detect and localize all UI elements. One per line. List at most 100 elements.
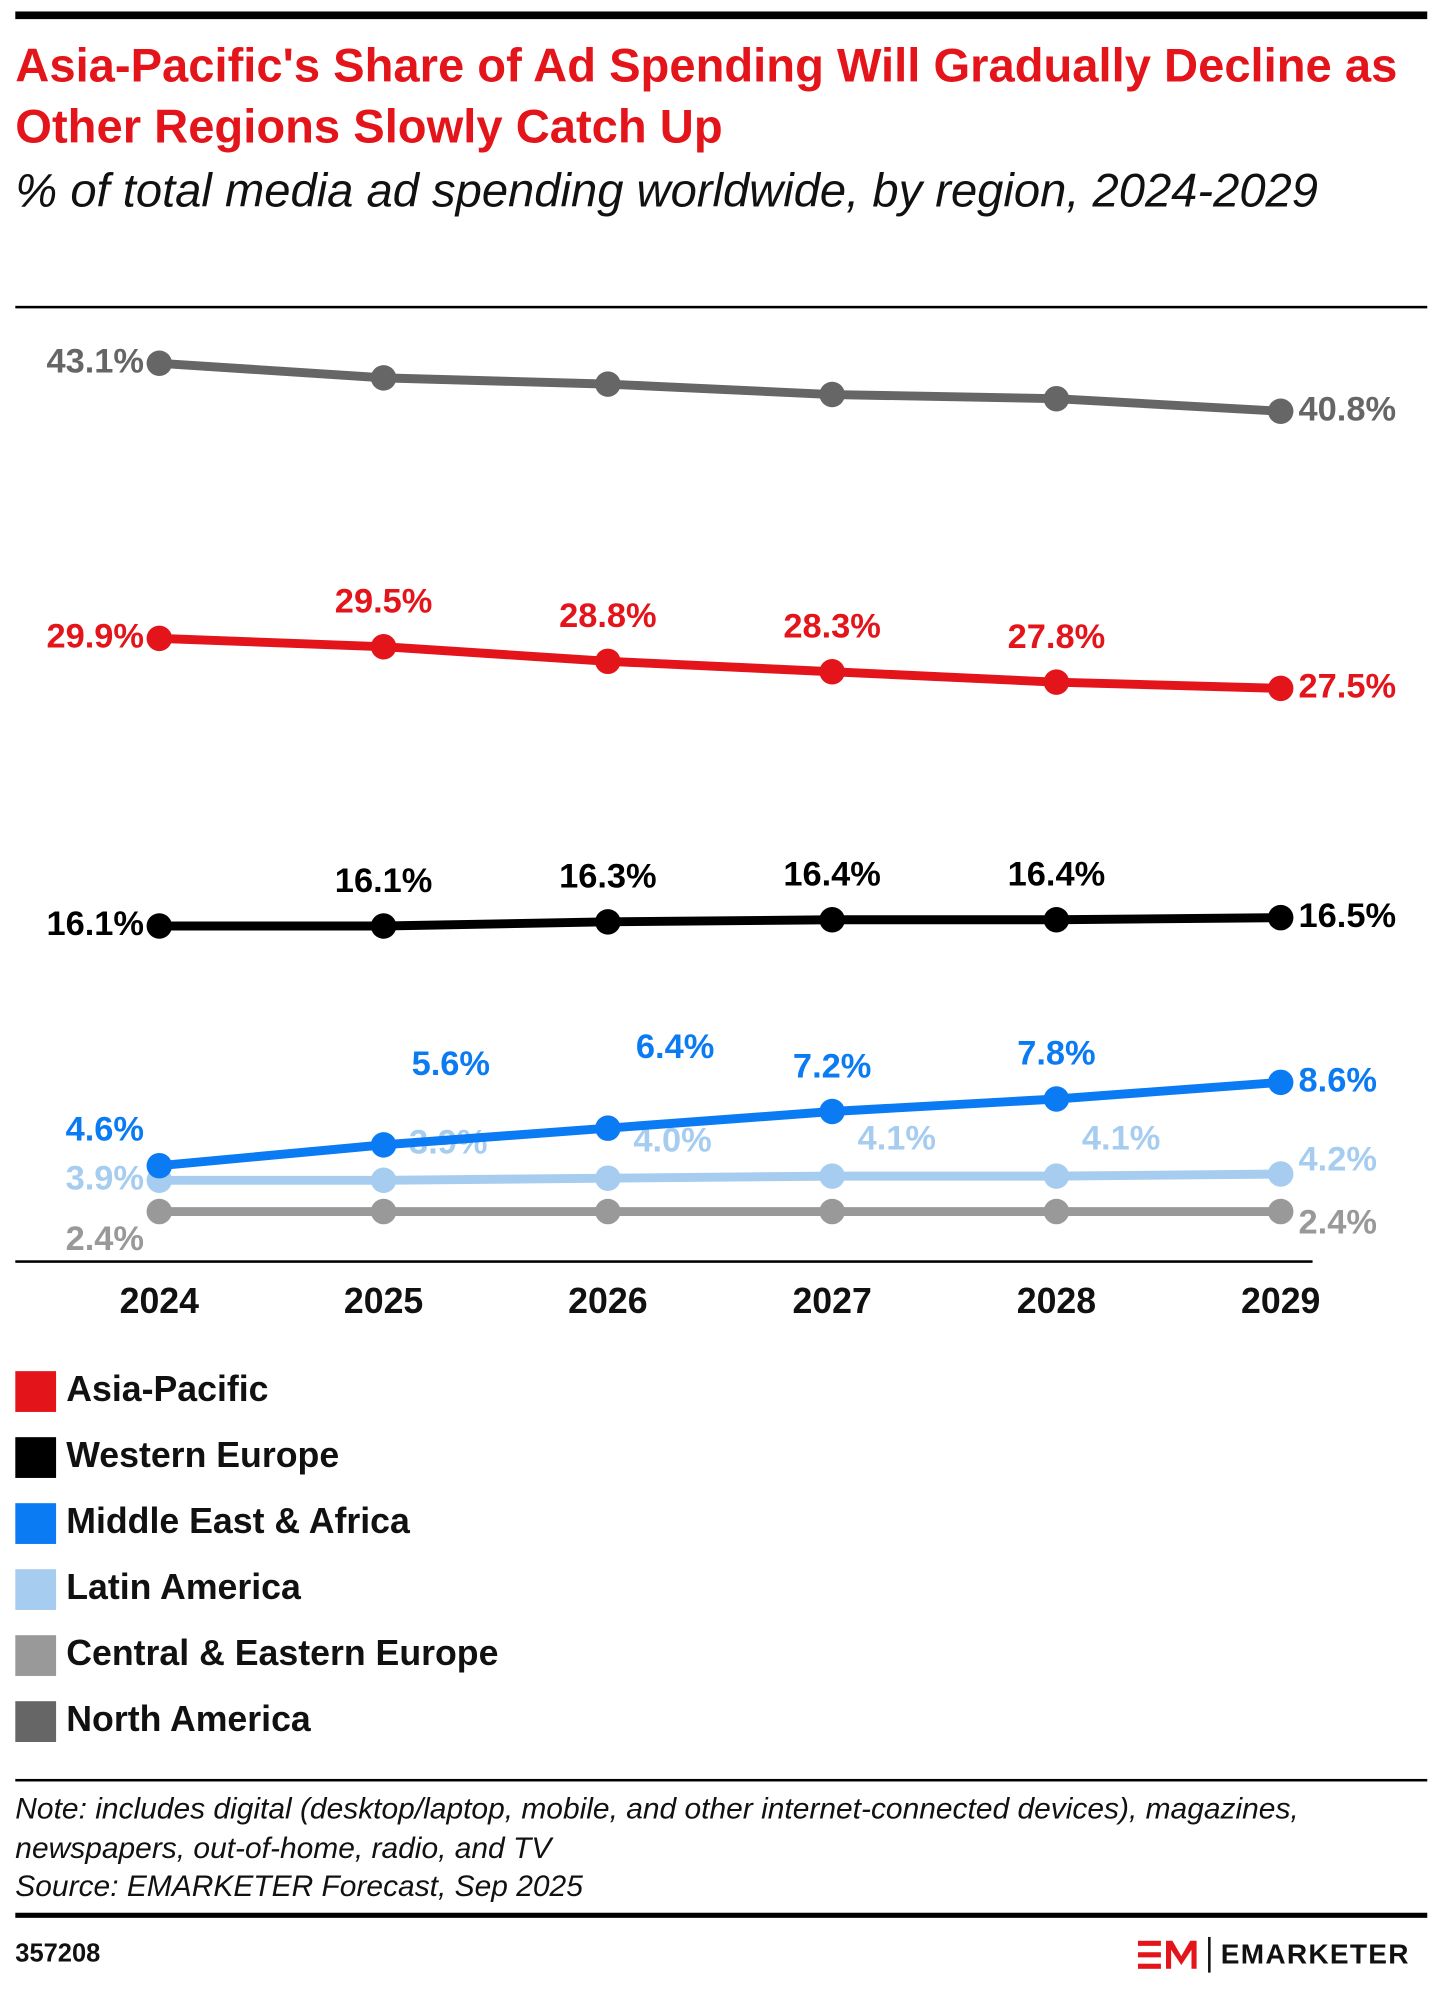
chart-id: 357208 <box>15 1940 100 1968</box>
footer-rule <box>15 1912 1428 1918</box>
x-tick-label: 2027 <box>792 1281 871 1321</box>
data-label: 8.6% <box>1299 1061 1377 1099</box>
x-tick-label: 2026 <box>568 1281 647 1321</box>
data-label: 5.6% <box>412 1045 490 1083</box>
legend-label: North America <box>66 1699 312 1739</box>
data-label: 27.5% <box>1299 668 1397 706</box>
header-rule <box>15 305 1428 309</box>
chart-subtitle: % of total media ad spending worldwide, … <box>15 164 1319 217</box>
data-point <box>146 625 173 652</box>
data-label: 28.8% <box>559 597 657 635</box>
header: Asia-Pacific's Share of Ad Spending Will… <box>15 39 1398 217</box>
data-point <box>1267 1198 1294 1225</box>
data-label: 16.4% <box>1008 856 1106 894</box>
series-line <box>158 1077 1282 1171</box>
logo-divider <box>1208 1936 1211 1973</box>
data-point <box>370 1132 397 1158</box>
brand-logo <box>1137 1936 1211 1973</box>
legend-label: Central & Eastern Europe <box>66 1633 498 1673</box>
notes: Note: includes digital (desktop/laptop, … <box>15 1791 1299 1903</box>
data-point <box>595 909 621 935</box>
top-rule <box>15 11 1428 20</box>
data-point <box>1267 675 1294 702</box>
data-label: 27.8% <box>1008 618 1106 656</box>
legend: Asia-Pacific Western Europe Middle East & … <box>15 1369 498 1742</box>
data-label: 2.4% <box>1299 1203 1377 1241</box>
legend-swatch <box>15 1503 57 1544</box>
logo-shape <box>1137 1952 1161 1958</box>
logo-shape <box>1166 1940 1197 1969</box>
series-line <box>159 633 1281 693</box>
data-point <box>1043 1163 1070 1189</box>
x-tick-label: 2024 <box>120 1281 200 1321</box>
data-point <box>595 648 621 675</box>
logo-shape <box>1137 1963 1161 1969</box>
x-tick-label: 2028 <box>1017 1281 1096 1321</box>
legend-swatch <box>15 1371 57 1412</box>
series-line <box>159 913 1281 931</box>
data-point <box>1043 385 1070 412</box>
legend-swatch <box>15 1437 57 1478</box>
notes-rule <box>15 1778 1428 1782</box>
data-point <box>819 907 845 933</box>
data-point <box>819 381 845 408</box>
data-point <box>1043 1198 1070 1225</box>
data-point <box>146 1198 173 1225</box>
series-line <box>159 358 1281 416</box>
data-label: 16.1% <box>335 862 433 900</box>
data-label: 29.5% <box>335 582 433 620</box>
chart-title: Asia-Pacific's Share of Ad Spending Will… <box>15 39 1398 153</box>
legend-label: Western Europe <box>66 1435 339 1475</box>
data-point <box>1043 1086 1070 1112</box>
data-point <box>1267 1161 1294 1187</box>
legend-label: Latin America <box>66 1567 302 1607</box>
data-point <box>370 365 397 391</box>
data-point <box>1043 907 1070 933</box>
data-label: 43.1% <box>46 342 144 380</box>
data-point <box>370 633 397 660</box>
data-point <box>370 913 397 939</box>
data-label: 16.1% <box>46 905 144 943</box>
data-point <box>819 1163 845 1189</box>
x-tick-label: 2029 <box>1241 1281 1320 1321</box>
data-point <box>595 1165 621 1191</box>
data-label: 16.5% <box>1299 897 1397 935</box>
data-label: 29.9% <box>46 617 144 655</box>
data-label: 28.3% <box>783 608 881 646</box>
data-point <box>595 1115 621 1141</box>
data-label: 6.4% <box>636 1028 714 1066</box>
data-point <box>146 350 173 377</box>
data-point <box>1043 669 1070 695</box>
series-line <box>159 1169 1281 1185</box>
legend-label: Asia-Pacific <box>66 1369 268 1409</box>
legend-swatch <box>15 1701 57 1742</box>
legend-swatch <box>15 1635 57 1676</box>
data-point <box>819 1098 845 1125</box>
data-point <box>595 371 621 397</box>
data-point <box>1267 398 1294 424</box>
data-label: 16.3% <box>559 858 657 896</box>
source: Source: EMARKETER Forecast, Sep 2025 <box>15 1869 583 1903</box>
legend-label: Middle East & Africa <box>66 1501 411 1541</box>
data-label: 7.2% <box>793 1047 871 1085</box>
data-point <box>146 1152 173 1179</box>
data-label: 16.4% <box>783 856 881 894</box>
data-point <box>146 913 173 939</box>
data-point <box>819 1198 845 1225</box>
data-label: 4.1% <box>1082 1120 1160 1158</box>
data-point <box>1267 904 1294 931</box>
data-point <box>1267 1069 1294 1096</box>
data-label: 3.9% <box>66 1159 144 1197</box>
logo-shape <box>1137 1940 1161 1946</box>
data-label: 4.6% <box>66 1110 144 1148</box>
x-axis-line <box>15 1260 1313 1263</box>
legend-swatch <box>15 1569 57 1610</box>
data-point <box>370 1198 397 1225</box>
x-tick-label: 2025 <box>344 1281 423 1321</box>
brand: EMARKETER <box>1221 1938 1410 1969</box>
plot-area: 2024 2025 2026 2027 2028 2029 43.1% 40.8% 2.4% 2.… <box>46 342 1396 1321</box>
note: Note: includes digital (desktop/laptop, … <box>15 1791 1299 1864</box>
data-label: 40.8% <box>1299 390 1397 428</box>
data-point <box>595 1198 621 1225</box>
